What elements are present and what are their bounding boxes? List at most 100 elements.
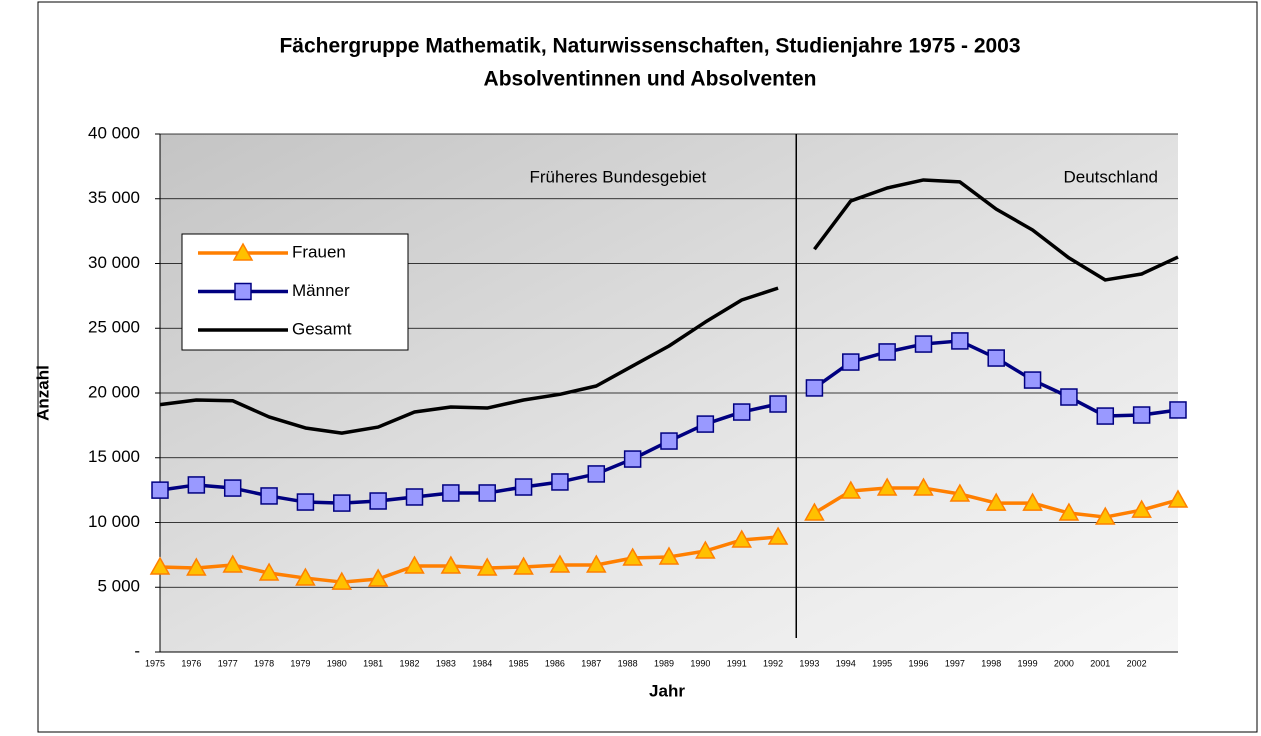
marker [442,484,460,502]
marker [478,484,496,502]
marker [1169,401,1187,419]
marker [767,526,789,545]
marker [660,432,678,450]
marker [914,335,933,353]
marker [732,403,751,421]
x-tick-label: 1994 [836,658,856,668]
x-tick-label: 2001 [1090,658,1110,668]
marker [913,477,934,496]
marker [805,379,824,397]
x-tick-label: 1989 [654,658,674,668]
marker [151,481,169,499]
x-tick-label: 1997 [945,658,965,668]
x-tick-label: 1992 [763,658,783,668]
x-tick-label: 1981 [363,658,383,668]
marker [1095,506,1116,525]
legend-label: Gesamt [292,319,352,338]
series-line [813,178,1179,282]
y-tick-label: 25 000 [88,318,140,337]
y-tick-label: 30 000 [88,253,140,272]
x-tick-label: 1988 [618,658,638,668]
x-axis-title: Jahr [649,681,685,700]
y-axis-title: Anzahl [33,365,52,421]
x-tick-label: 1987 [581,658,601,668]
region-label: Früheres Bundesgebiet [530,167,707,186]
marker [234,282,252,301]
marker [186,557,207,576]
y-tick-label: 5 000 [97,577,140,596]
marker [476,557,498,576]
x-tick-label: 1980 [327,658,347,668]
marker [587,465,606,483]
legend-label: Männer [292,281,350,300]
y-tick-label: 35 000 [88,188,140,207]
marker [258,562,280,581]
x-tick-label: 1977 [218,658,238,668]
marker [658,546,680,565]
marker [1022,492,1043,511]
marker [876,477,898,496]
marker [622,547,643,566]
x-tick-label: 1985 [509,658,529,668]
marker [1096,407,1115,425]
marker [1060,388,1078,406]
x-tick-label: 1975 [145,658,165,668]
x-tick-label: 1976 [181,658,201,668]
x-tick-label: 1990 [690,658,710,668]
marker [232,242,254,261]
region-label: Deutschland [1063,167,1158,186]
marker [331,571,353,590]
marker [1131,499,1152,518]
x-tick-label: 1978 [254,658,274,668]
x-tick-label: 1999 [1018,658,1038,668]
marker [769,395,787,413]
marker [1132,406,1151,424]
marker [840,480,862,499]
marker [1058,502,1080,521]
marker [842,353,860,371]
x-tick-label: 1979 [290,658,310,668]
marker [369,492,387,510]
marker [878,343,896,361]
x-tick-label: 1995 [872,658,892,668]
marker [804,502,825,521]
marker [951,332,969,350]
series-line [159,286,779,435]
marker [513,556,534,575]
marker [149,556,171,575]
marker [514,478,533,496]
marker [731,529,752,548]
marker [295,567,316,586]
x-tick-label: 1982 [399,658,419,668]
y-tick-label: - [134,641,140,660]
marker [296,493,315,511]
marker [404,555,425,574]
x-tick-label: 1998 [981,658,1001,668]
x-tick-label: 2002 [1127,658,1147,668]
x-tick-label: 1986 [545,658,565,668]
marker [586,554,607,573]
x-tick-label: 1993 [799,658,819,668]
x-tick-label: 1996 [908,658,928,668]
marker [551,473,569,491]
chart-title: Fächergruppe Mathematik, Naturwissenscha… [279,35,1020,58]
marker [367,568,389,587]
marker [623,450,642,468]
marker [549,554,571,573]
marker [987,349,1005,367]
y-tick-label: 15 000 [88,447,140,466]
y-tick-label: 40 000 [88,123,140,142]
marker [949,483,971,502]
x-tick-label: 2000 [1054,658,1074,668]
marker [985,492,1007,511]
marker [696,415,715,433]
marker [695,540,716,559]
legend-label: Frauen [292,242,346,261]
x-tick-label: 1983 [436,658,456,668]
x-tick-label: 1991 [727,658,747,668]
y-tick-label: 10 000 [88,512,140,531]
x-tick-label: 1984 [472,658,492,668]
marker [1167,489,1189,508]
marker [223,479,242,497]
